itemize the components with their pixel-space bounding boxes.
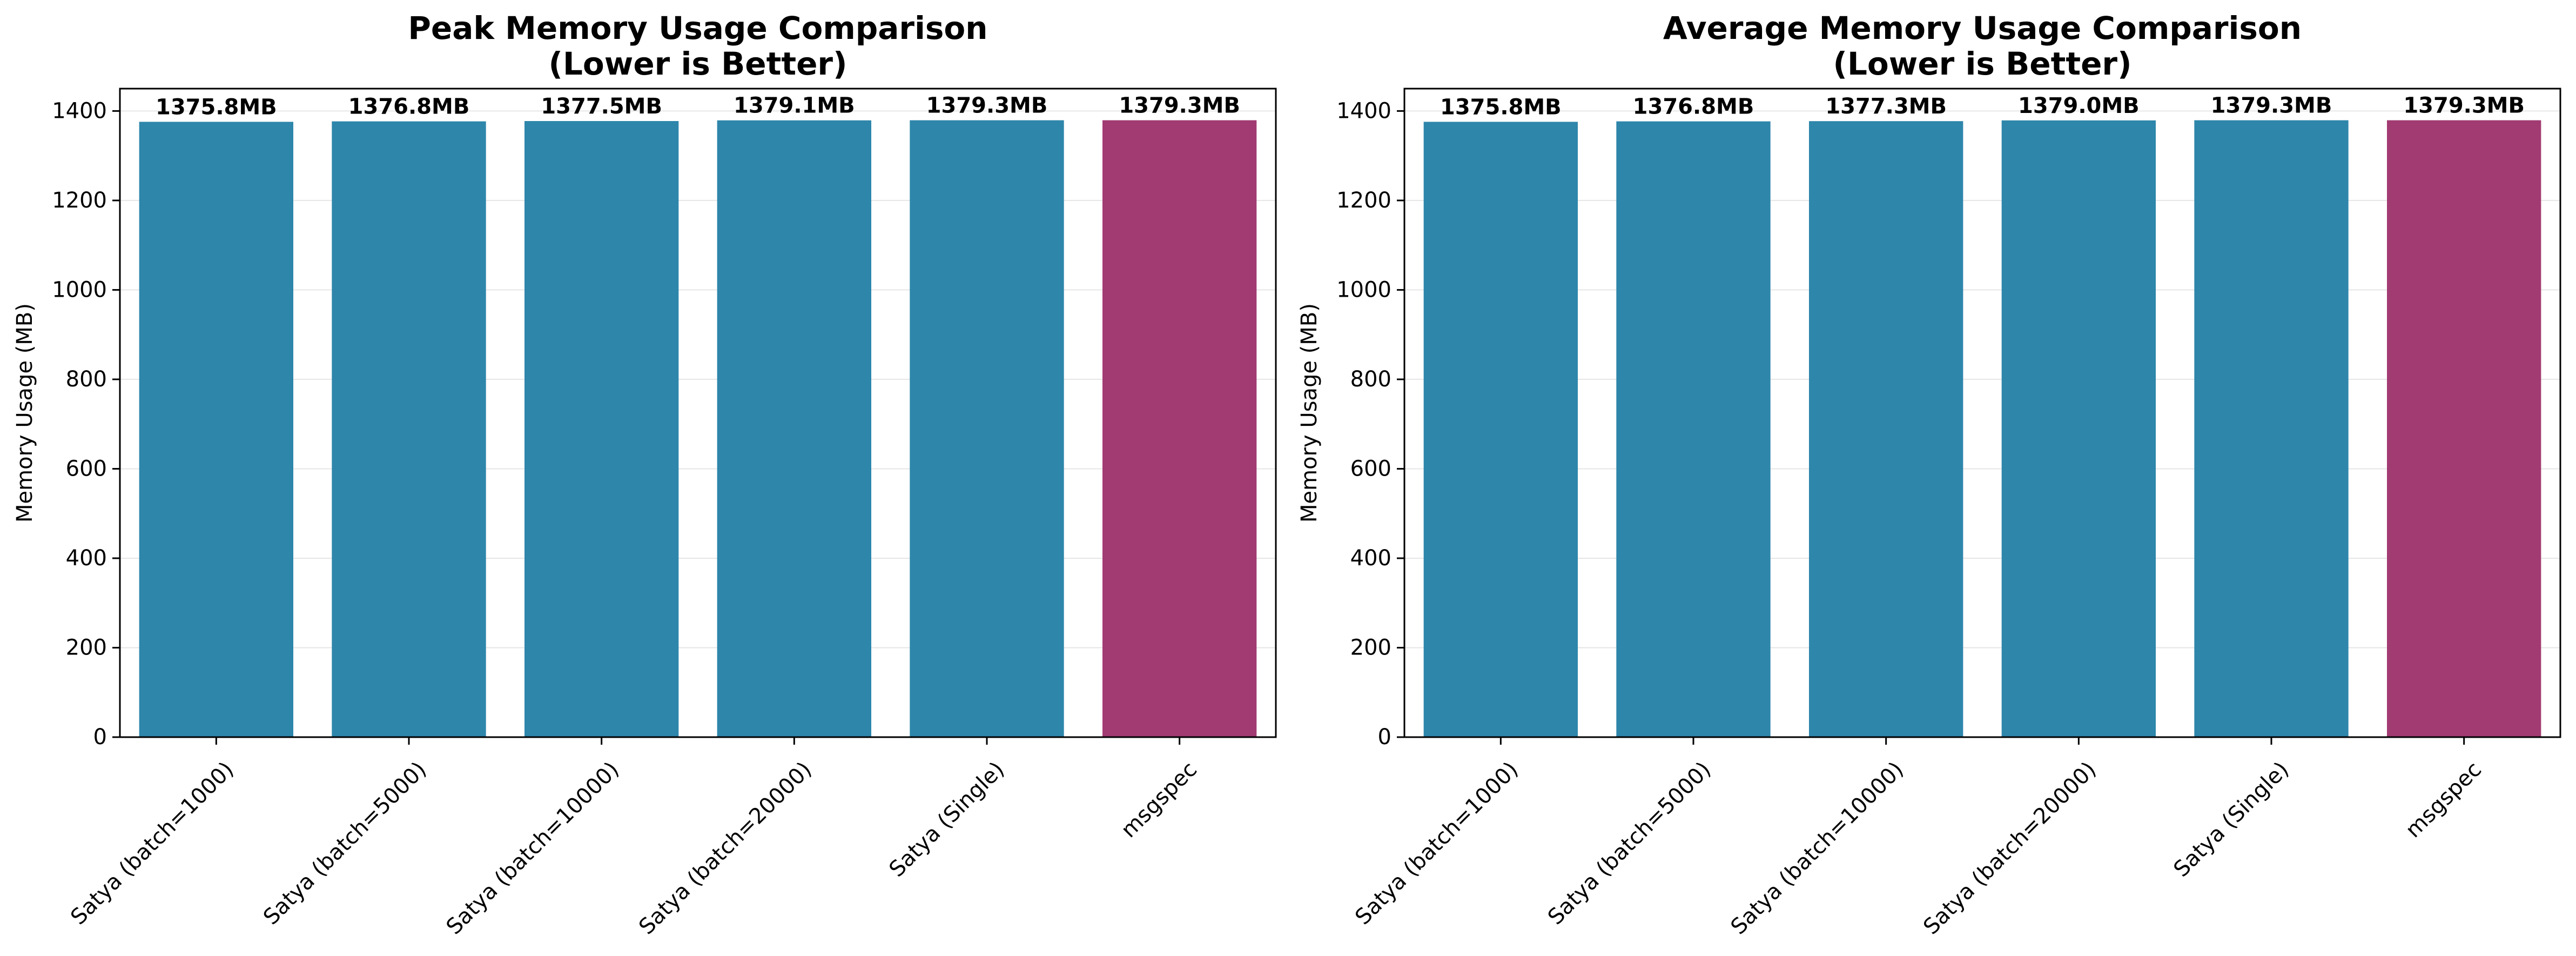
y-tick-label: 1400 xyxy=(1336,98,1391,123)
bar xyxy=(1102,120,1257,737)
x-tick-label: msgspec xyxy=(2401,757,2486,843)
value-label: 1376.8MB xyxy=(1633,95,1754,119)
chart-title-line: Average Memory Usage Comparison xyxy=(1663,10,2302,46)
x-tick-label: msgspec xyxy=(1117,757,1202,843)
chart-title-line: Peak Memory Usage Comparison xyxy=(408,10,987,46)
bars xyxy=(139,120,1257,738)
y-tick-label: 800 xyxy=(1350,367,1391,392)
x-tick-label: Satya (batch=10000) xyxy=(1726,757,1909,940)
x-tick-label: Satya (batch=20000) xyxy=(634,757,817,940)
x-tick-label: Satya (batch=1000) xyxy=(66,757,239,930)
value-label: 1379.0MB xyxy=(2018,93,2140,118)
y-tick-label: 200 xyxy=(66,635,107,660)
bar xyxy=(717,120,871,737)
bar xyxy=(1423,122,1578,738)
y-tick-label: 200 xyxy=(1350,635,1391,660)
value-label: 1379.3MB xyxy=(2403,93,2525,118)
y-tick-label: 400 xyxy=(1350,546,1391,571)
value-label: 1379.1MB xyxy=(734,93,855,118)
value-labels: 1375.8MB 1376.8MB 1377.5MB 1379.1MB 1379.3MB… xyxy=(156,93,1240,120)
y-tick-label: 800 xyxy=(66,367,107,392)
x-tick-label: Satya (Single) xyxy=(884,757,1009,882)
y-axis-label: Memory Usage (MB) xyxy=(1297,303,1322,523)
y-tick-label: 600 xyxy=(1350,456,1391,481)
bar xyxy=(139,122,293,738)
y-tick-label: 1200 xyxy=(1336,188,1391,213)
chart-title-line: (Lower is Better) xyxy=(1833,45,2131,82)
value-label: 1376.8MB xyxy=(348,95,470,119)
y-tick-label: 600 xyxy=(66,456,107,481)
y-axis: 0 200 400 600 800 1000 1200 1400 xyxy=(52,98,120,750)
value-label: 1379.3MB xyxy=(1119,93,1240,118)
y-tick-label: 1200 xyxy=(52,188,107,213)
x-tick-label: Satya (batch=10000) xyxy=(442,757,624,940)
x-tick-label: Satya (batch=5000) xyxy=(259,757,432,930)
value-label: 1379.3MB xyxy=(926,93,1048,118)
chart-panel-1: 0 200 400 600 800 1000 1200 1400 Memory Usage (M… xyxy=(12,10,1277,939)
x-tick-label: Satya (batch=1000) xyxy=(1350,757,1523,930)
chart-title: Average Memory Usage Comparison(Lower is… xyxy=(1663,10,2302,82)
x-axis: Satya (batch=1000) Satya (batch=5000) Saty… xyxy=(1350,737,2486,939)
x-tick-label: Satya (batch=20000) xyxy=(1919,757,2101,940)
y-tick-label: 0 xyxy=(93,725,107,750)
bar xyxy=(910,120,1064,737)
bar xyxy=(332,121,486,737)
y-tick-label: 0 xyxy=(1378,725,1391,750)
value-labels: 1375.8MB 1376.8MB 1377.3MB 1379.0MB 1379.3MB… xyxy=(1440,93,2525,120)
y-axis-label: Memory Usage (MB) xyxy=(12,303,37,523)
bar xyxy=(524,121,679,737)
bar xyxy=(2001,120,2156,737)
y-tick-label: 400 xyxy=(66,546,107,571)
value-label: 1377.3MB xyxy=(1825,94,1947,119)
bars xyxy=(1423,120,2541,738)
bar xyxy=(1809,121,1963,737)
value-label: 1379.3MB xyxy=(2211,93,2332,118)
x-tick-label: Satya (Single) xyxy=(2169,757,2293,882)
y-tick-label: 1000 xyxy=(52,277,107,302)
value-label: 1375.8MB xyxy=(156,95,277,119)
chart-title: Peak Memory Usage Comparison(Lower is Be… xyxy=(408,10,987,82)
chart-title-line: (Lower is Better) xyxy=(548,45,847,82)
y-axis: 0 200 400 600 800 1000 1200 1400 xyxy=(1336,98,1404,750)
bar xyxy=(1616,121,1771,737)
x-tick-label: Satya (batch=5000) xyxy=(1543,757,1716,930)
plot-frame xyxy=(119,88,1277,738)
x-axis: Satya (batch=1000) Satya (batch=5000) Saty… xyxy=(66,737,1202,939)
plot-frame xyxy=(1403,88,2561,738)
bar xyxy=(2387,120,2541,737)
gridlines xyxy=(120,110,1276,738)
chart-panel-2: 0 200 400 600 800 1000 1200 1400 Memory Usage (M… xyxy=(1297,10,2561,939)
y-tick-label: 1400 xyxy=(52,98,107,123)
y-tick-label: 1000 xyxy=(1336,277,1391,302)
value-label: 1377.5MB xyxy=(541,94,662,119)
value-label: 1375.8MB xyxy=(1440,95,1562,119)
bar xyxy=(2194,120,2349,737)
